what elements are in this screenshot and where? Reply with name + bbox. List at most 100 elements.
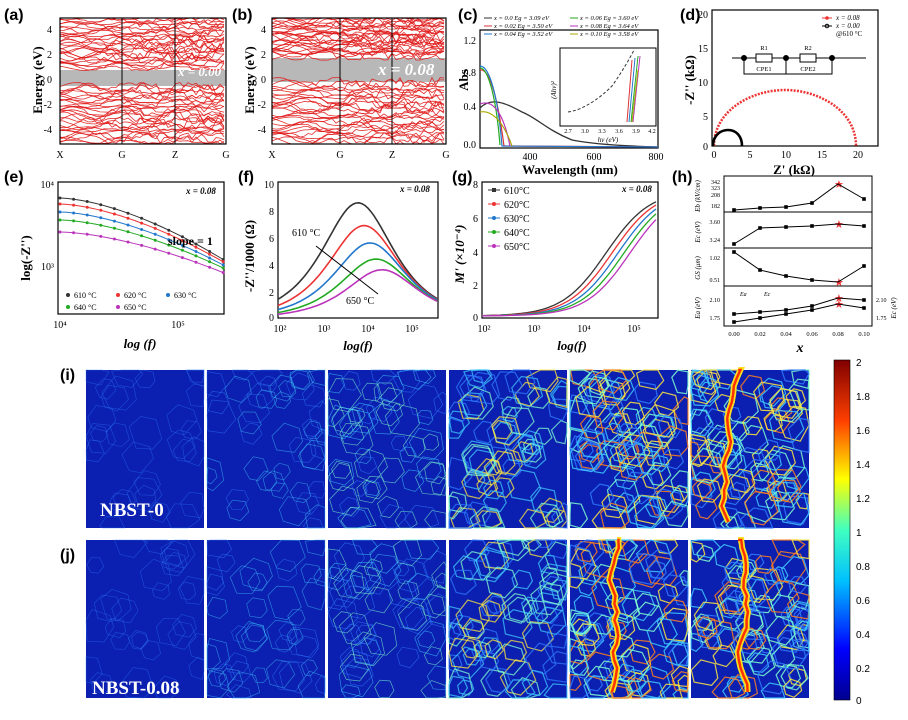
ytick: 6 — [269, 234, 274, 245]
grain-boundary — [634, 381, 658, 405]
grain-boundary — [662, 500, 689, 528]
grain-boundary — [85, 423, 117, 454]
grain-boundary — [404, 504, 440, 529]
panel-label-c: (c) — [458, 7, 478, 24]
grain-boundary — [609, 376, 635, 401]
ytick: 2.10 — [710, 298, 721, 304]
grain-boundary — [766, 468, 802, 503]
grain-boundary — [605, 620, 627, 640]
xtick: 10² — [274, 324, 287, 335]
grain-boundary — [705, 430, 743, 467]
legend-item: 640°C — [504, 228, 530, 239]
grain-boundary — [775, 663, 802, 689]
grain-boundary — [327, 378, 362, 412]
band-line — [59, 132, 225, 144]
grain-boundary — [448, 494, 463, 520]
grain-boundary — [388, 578, 419, 609]
grain-boundary — [583, 674, 611, 699]
grain-boundary — [485, 667, 512, 694]
grain-boundary — [690, 539, 722, 559]
grain-boundary — [142, 539, 173, 555]
band-line — [59, 34, 225, 44]
grain-boundary — [450, 569, 477, 596]
grain-boundary — [431, 561, 447, 589]
ytick: -4 — [258, 125, 266, 136]
grain-boundary — [188, 633, 205, 661]
grain-boundary — [690, 587, 708, 609]
ytick: 1.75 — [710, 316, 721, 322]
row-right-ylabel: Ec (eV) — [890, 297, 898, 320]
row-ylabel: Eb (kV/cm) — [694, 179, 702, 212]
grain-boundary — [414, 461, 447, 496]
grain-boundary — [399, 446, 417, 463]
sim-tile — [207, 370, 325, 528]
grain-boundary — [791, 539, 810, 560]
grain-boundary — [756, 660, 792, 695]
main-crack-core — [607, 538, 621, 693]
ylabel-c: Abs — [456, 69, 471, 91]
grain-boundary — [251, 667, 268, 683]
series-line — [733, 303, 865, 323]
grain-boundary — [206, 539, 233, 559]
grain-boundary — [715, 446, 738, 468]
grain-boundary — [206, 596, 228, 619]
grain-boundary — [358, 456, 378, 475]
grain-boundary — [504, 406, 535, 436]
xtick: 0.08 — [832, 331, 843, 338]
equivalent-circuit — [732, 53, 866, 75]
grain-boundary — [267, 585, 302, 621]
series-line — [277, 268, 438, 316]
grain-boundary — [608, 674, 639, 699]
xlabel-c: Wavelength (nm) — [522, 162, 618, 177]
band-line — [59, 123, 225, 131]
grain-boundary — [738, 588, 758, 606]
ylabel-a: Energy (eV) — [30, 46, 45, 114]
grain-boundary — [636, 449, 663, 476]
grain-boundary — [462, 648, 481, 666]
band-line — [59, 56, 225, 63]
grain-boundary — [340, 371, 361, 391]
grain-boundary — [338, 664, 374, 698]
grain-boundary — [722, 405, 742, 425]
grain-boundary — [697, 614, 724, 638]
grain-boundary — [375, 400, 403, 427]
grain-boundary — [240, 422, 263, 445]
grain-boundary — [656, 611, 689, 646]
grain-boundary — [327, 398, 345, 428]
band-line — [271, 93, 444, 104]
grain-boundary — [671, 671, 689, 693]
grain-boundary — [349, 565, 382, 595]
grain-boundary — [785, 388, 807, 409]
grain-boundary — [206, 371, 226, 398]
grain-boundary — [301, 384, 326, 408]
grain-boundary — [483, 458, 502, 476]
grain-boundary — [482, 479, 505, 500]
grain-boundary — [768, 387, 804, 423]
colorbar — [833, 359, 851, 701]
grain-boundary — [393, 539, 422, 566]
ytick: 10 — [264, 180, 274, 191]
series-line — [733, 251, 865, 283]
legend-item: Ec — [763, 292, 771, 298]
grain-boundary — [527, 386, 551, 409]
grain-boundary — [182, 436, 205, 467]
grain-boundary — [592, 400, 624, 431]
grain-boundary — [541, 566, 560, 585]
xtick: 0.06 — [806, 331, 818, 338]
grain-boundary — [461, 637, 483, 659]
highlight-star: ★ — [834, 219, 844, 231]
band-line — [59, 26, 225, 31]
legend-item: @610 °C — [836, 30, 862, 38]
grain-boundary — [314, 676, 326, 695]
xtick: 10⁴ — [361, 324, 375, 335]
grain-boundary — [609, 443, 630, 463]
series-line — [59, 231, 224, 274]
band-line — [59, 84, 225, 96]
grain-boundary — [397, 598, 432, 632]
grain-boundary — [163, 540, 189, 567]
grain-boundary — [417, 409, 434, 425]
grain-boundary — [376, 495, 400, 518]
grain-boundary — [127, 629, 149, 650]
grain-boundary — [693, 601, 725, 632]
grain-boundary — [581, 612, 613, 643]
